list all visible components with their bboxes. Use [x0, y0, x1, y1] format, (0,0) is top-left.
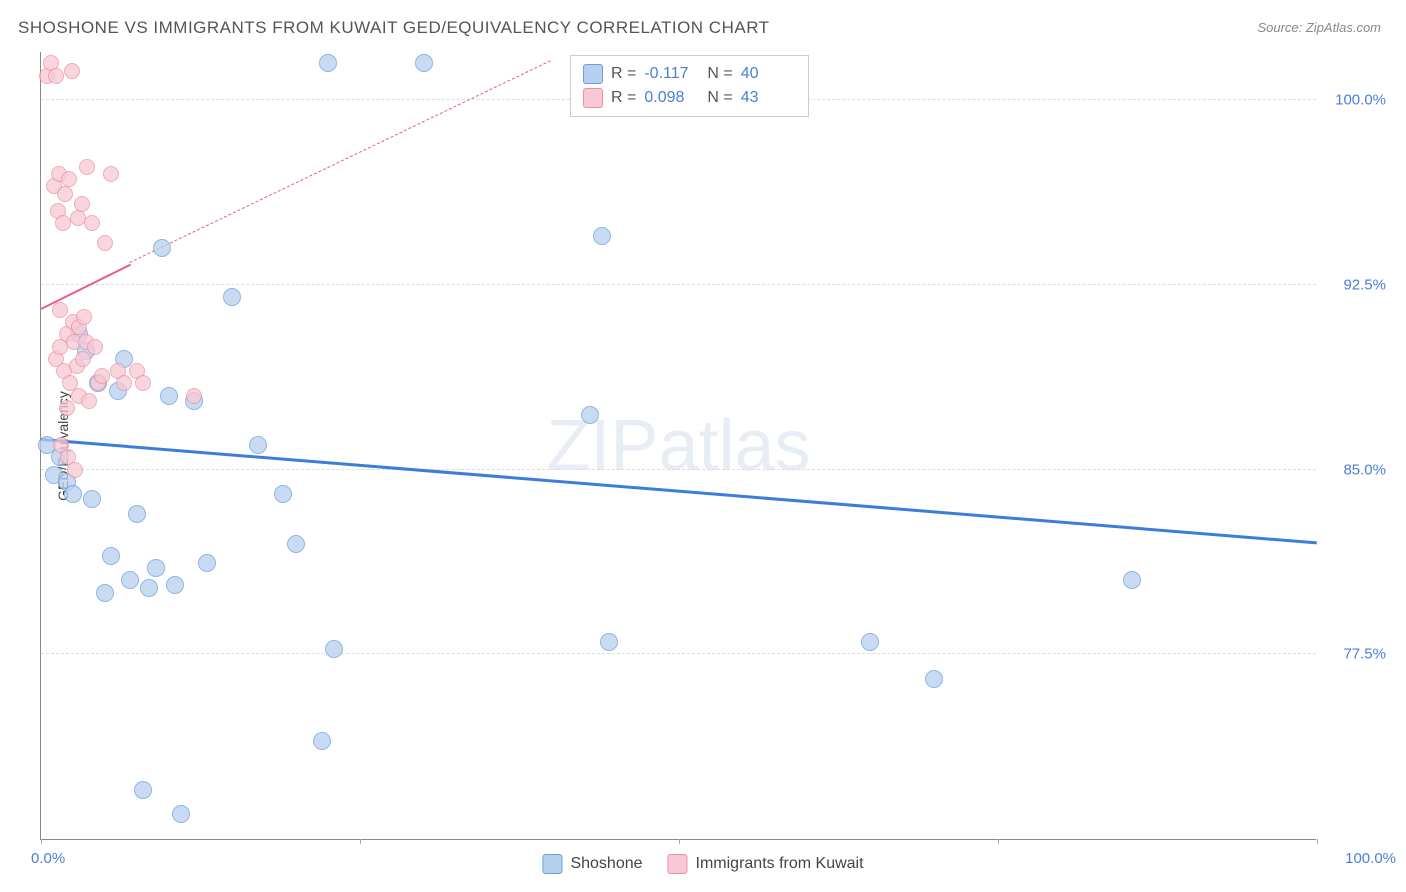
r-value: 0.098 [644, 89, 699, 107]
y-tick-label: 85.0% [1326, 461, 1386, 478]
y-tick-label: 92.5% [1326, 276, 1386, 293]
data-point [186, 388, 202, 404]
data-point [94, 368, 110, 384]
gridline [41, 284, 1316, 285]
series-name: Shoshone [570, 855, 642, 873]
legend-swatch [542, 854, 562, 874]
data-point [135, 375, 151, 391]
data-point [76, 309, 92, 325]
data-point [79, 159, 95, 175]
n-value: 40 [741, 65, 796, 83]
data-point [134, 781, 152, 799]
series-name: Immigrants from Kuwait [696, 855, 864, 873]
n-label: N = [707, 65, 732, 83]
data-point [166, 576, 184, 594]
data-point [172, 805, 190, 823]
data-point [287, 535, 305, 553]
x-tick-mark [41, 839, 42, 844]
n-label: N = [707, 89, 732, 107]
data-point [75, 351, 91, 367]
legend-swatch [583, 64, 603, 84]
r-value: -0.117 [644, 65, 699, 83]
trend-line [41, 438, 1317, 544]
r-label: R = [611, 89, 636, 107]
data-point [593, 227, 611, 245]
stats-legend-row: R = -0.117 N = 40 [583, 62, 796, 86]
y-tick-label: 77.5% [1326, 646, 1386, 663]
x-axis-min-label: 0.0% [31, 850, 65, 867]
data-point [64, 485, 82, 503]
data-point [97, 235, 113, 251]
x-tick-mark [1317, 839, 1318, 844]
data-point [103, 166, 119, 182]
watermark-bold: ZIP [546, 406, 658, 486]
data-point [274, 485, 292, 503]
series-legend: Shoshone Immigrants from Kuwait [542, 854, 863, 874]
data-point [48, 68, 64, 84]
data-point [102, 547, 120, 565]
chart-container: SHOSHONE VS IMMIGRANTS FROM KUWAIT GED/E… [0, 0, 1406, 892]
data-point [153, 239, 171, 257]
gridline [41, 469, 1316, 470]
data-point [116, 375, 132, 391]
watermark-light: atlas [658, 406, 810, 486]
series-legend-item: Immigrants from Kuwait [668, 854, 864, 874]
data-point [198, 554, 216, 572]
x-tick-mark [679, 839, 680, 844]
x-axis-max-label: 100.0% [1345, 850, 1396, 867]
x-tick-mark [998, 839, 999, 844]
source-attribution: Source: ZipAtlas.com [1257, 20, 1381, 35]
series-legend-item: Shoshone [542, 854, 642, 874]
data-point [121, 571, 139, 589]
data-point [925, 670, 943, 688]
trend-line [130, 60, 552, 265]
x-tick-mark [360, 839, 361, 844]
gridline [41, 653, 1316, 654]
data-point [81, 393, 97, 409]
data-point [1123, 571, 1141, 589]
data-point [319, 54, 337, 72]
data-point [147, 559, 165, 577]
data-point [84, 215, 100, 231]
data-point [140, 579, 158, 597]
legend-swatch [668, 854, 688, 874]
data-point [52, 302, 68, 318]
data-point [96, 584, 114, 602]
data-point [128, 505, 146, 523]
data-point [55, 215, 71, 231]
data-point [249, 436, 267, 454]
data-point [67, 462, 83, 478]
data-point [74, 196, 90, 212]
legend-swatch [583, 88, 603, 108]
data-point [87, 339, 103, 355]
r-label: R = [611, 65, 636, 83]
data-point [861, 633, 879, 651]
data-point [223, 288, 241, 306]
data-point [325, 640, 343, 658]
data-point [415, 54, 433, 72]
chart-title: SHOSHONE VS IMMIGRANTS FROM KUWAIT GED/E… [18, 18, 770, 38]
plot-area: ZIPatlas 0.0% 100.0% 100.0%92.5%85.0%77.… [40, 52, 1316, 840]
data-point [61, 171, 77, 187]
data-point [59, 400, 75, 416]
stats-legend: R = -0.117 N = 40 R = 0.098 N = 43 [570, 55, 809, 117]
data-point [160, 387, 178, 405]
data-point [600, 633, 618, 651]
stats-legend-row: R = 0.098 N = 43 [583, 86, 796, 110]
n-value: 43 [741, 89, 796, 107]
data-point [57, 186, 73, 202]
data-point [83, 490, 101, 508]
data-point [64, 63, 80, 79]
y-tick-label: 100.0% [1326, 92, 1386, 109]
data-point [313, 732, 331, 750]
data-point [581, 406, 599, 424]
